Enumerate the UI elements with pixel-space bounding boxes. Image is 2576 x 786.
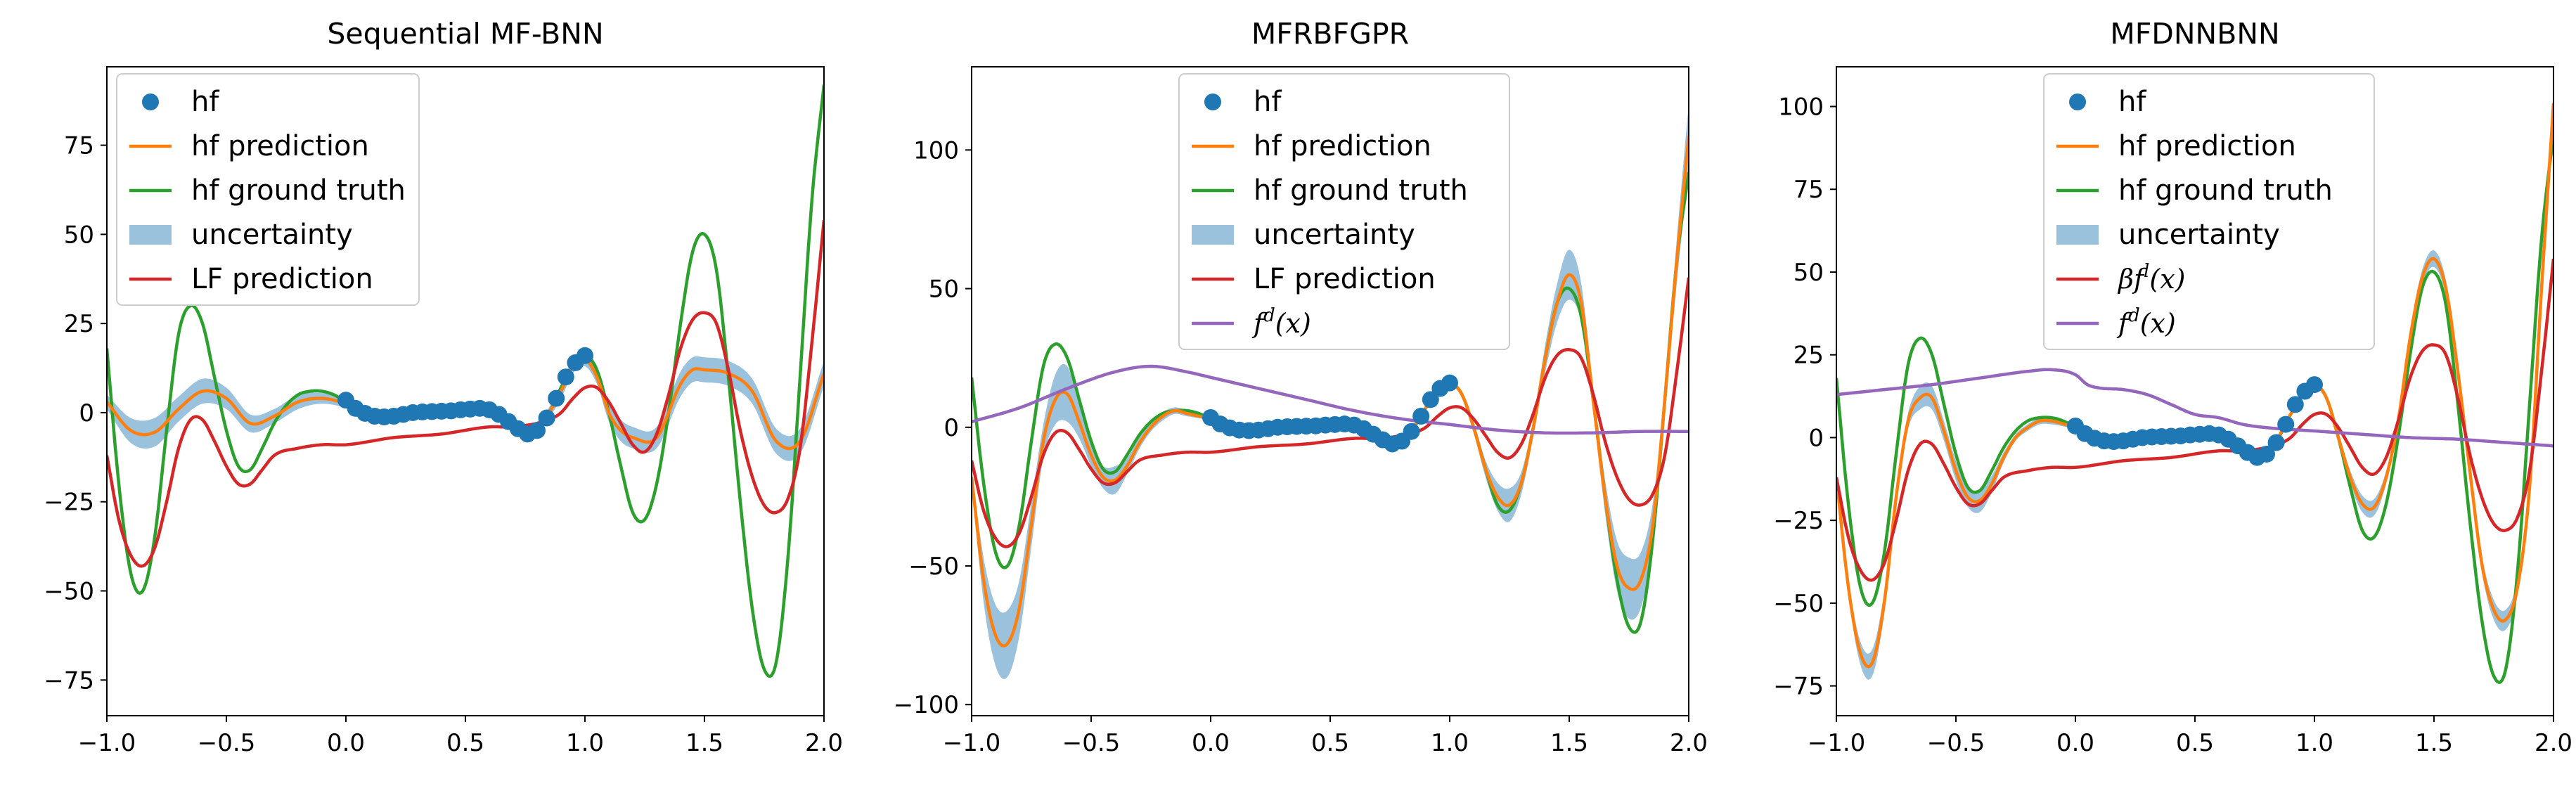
y-tick-label: 25: [64, 310, 94, 338]
x-tick-label: 2.0: [2535, 729, 2572, 757]
hf-point: [529, 422, 546, 439]
legend-label: hf prediction: [1254, 130, 1431, 162]
y-tick-label: −25: [1773, 507, 1824, 535]
y-tick-label: −100: [894, 691, 959, 719]
hf-point: [2277, 415, 2295, 433]
plot-area: [107, 84, 824, 678]
x-tick-label: 0.0: [1192, 729, 1230, 757]
x-tick-label: 0.0: [2056, 729, 2094, 757]
y-tick-label: 50: [1793, 259, 1824, 287]
y-tick-label: 100: [1778, 94, 1824, 122]
hf-point: [1441, 374, 1458, 392]
hf-point: [2306, 376, 2323, 394]
x-tick-label: 1.5: [685, 729, 723, 757]
legend-label: uncertainty: [2118, 219, 2280, 251]
hf-point: [2258, 445, 2275, 463]
hf-point: [548, 389, 565, 407]
x-tick-label: 1.5: [2415, 729, 2453, 757]
legend-label: βfl(x): [2117, 261, 2185, 295]
y-tick-label: −50: [1773, 590, 1824, 618]
legend-label: hf: [1254, 86, 1282, 118]
y-tick-label: 0: [944, 414, 959, 442]
hf-point: [1403, 423, 1420, 440]
chart-panel-1: −1.0 −0.5 0.0 0.5 1.0 1.5 2.0 −75 −50 −25 0 25 50 75 S…: [44, 17, 843, 757]
hf-point: [577, 347, 593, 364]
legend-label: hf ground truth: [1254, 174, 1468, 207]
x-tick-label: 0.0: [327, 729, 365, 757]
legend-box: [1178, 73, 1510, 350]
legend-label: hf ground truth: [2118, 174, 2333, 207]
legend-label: LF prediction: [191, 263, 373, 295]
plot-area: [1836, 96, 2554, 684]
y-tick-label: −50: [908, 553, 959, 581]
legend: hf hf prediction hf ground truth uncertaint…: [2043, 73, 2375, 350]
legend-label: hf prediction: [191, 130, 369, 162]
y-tick-label: 0: [1808, 424, 1824, 452]
chart-title: MFRBFGPR: [1251, 17, 1409, 51]
x-tick-label: −1.0: [78, 729, 136, 757]
legend-label: fd(x): [2116, 305, 2176, 339]
chart-title: Sequential MF-BNN: [327, 17, 603, 51]
x-tick-label: 1.0: [566, 729, 604, 757]
legend-swatch-uncertainty: [129, 225, 172, 245]
legend-label: fd(x): [1251, 305, 1311, 339]
x-tick-label: 2.0: [805, 729, 843, 757]
x-tick-label: 0.5: [1311, 729, 1349, 757]
y-tick-label: −75: [44, 666, 94, 695]
x-tick-label: −0.5: [198, 729, 256, 757]
legend-swatch-uncertainty: [1192, 225, 1234, 245]
hf-point: [538, 409, 555, 427]
series-fd: [972, 364, 1689, 435]
y-tick-label: −50: [44, 578, 94, 606]
legend-box: [116, 73, 420, 306]
y-tick-label: 50: [64, 221, 94, 249]
x-tick-label: 1.5: [1550, 729, 1588, 757]
x-tick-label: 1.0: [1431, 729, 1469, 757]
x-tick-label: 0.5: [446, 729, 484, 757]
x-tick-label: 2.0: [1670, 729, 1708, 757]
legend: hf hf prediction hf ground truth uncertaint…: [1178, 73, 1510, 350]
x-tick-label: 1.0: [2295, 729, 2333, 757]
legend-label: hf prediction: [2118, 130, 2296, 162]
y-tick-label: 25: [1793, 342, 1824, 370]
legend-marker-hf: [2069, 94, 2086, 110]
chart-panel-3: −1.0 −0.5 0.0 0.5 1.0 1.5 2.0 −75 −50 −25 0 25 50 75 1…: [1773, 17, 2572, 757]
x-tick-label: −1.0: [1808, 729, 1866, 757]
hf-point: [557, 368, 574, 386]
y-tick-label: 75: [1793, 176, 1824, 204]
plot-area: [972, 103, 1689, 679]
y-tick-label: −25: [44, 489, 94, 517]
legend-marker-hf: [1204, 94, 1221, 110]
hf-point: [1412, 408, 1430, 425]
legend-label: hf: [2118, 86, 2146, 118]
legend-label: uncertainty: [1254, 219, 1415, 251]
y-tick-label: 100: [913, 136, 959, 165]
legend: hf hf prediction hf ground truth uncertaint…: [116, 73, 420, 306]
y-tick-label: 75: [64, 132, 94, 160]
y-tick-label: 0: [79, 399, 94, 427]
legend-label: LF prediction: [1254, 263, 1436, 295]
legend-label: uncertainty: [191, 219, 353, 251]
chart-title: MFDNNBNN: [2110, 17, 2279, 51]
legend-marker-hf: [142, 94, 159, 110]
chart-panel-2: −1.0 −0.5 0.0 0.5 1.0 1.5 2.0 −100 −50 0 50 100 MFRB…: [894, 17, 1708, 757]
y-tick-label: 50: [929, 276, 959, 304]
y-tick-label: −75: [1773, 673, 1824, 701]
hf-point: [2286, 396, 2304, 413]
legend-label: hf ground truth: [191, 174, 406, 207]
legend-label: hf: [191, 86, 219, 118]
hf-point: [1422, 391, 1439, 408]
x-tick-label: −1.0: [943, 729, 1001, 757]
x-tick-label: −0.5: [1927, 729, 1985, 757]
series-fd: [1836, 368, 2554, 448]
x-tick-label: −0.5: [1062, 729, 1121, 757]
legend-swatch-uncertainty: [2056, 225, 2099, 245]
legend-box: [2043, 73, 2375, 350]
x-tick-label: 0.5: [2176, 729, 2214, 757]
hf-point: [2267, 434, 2285, 451]
